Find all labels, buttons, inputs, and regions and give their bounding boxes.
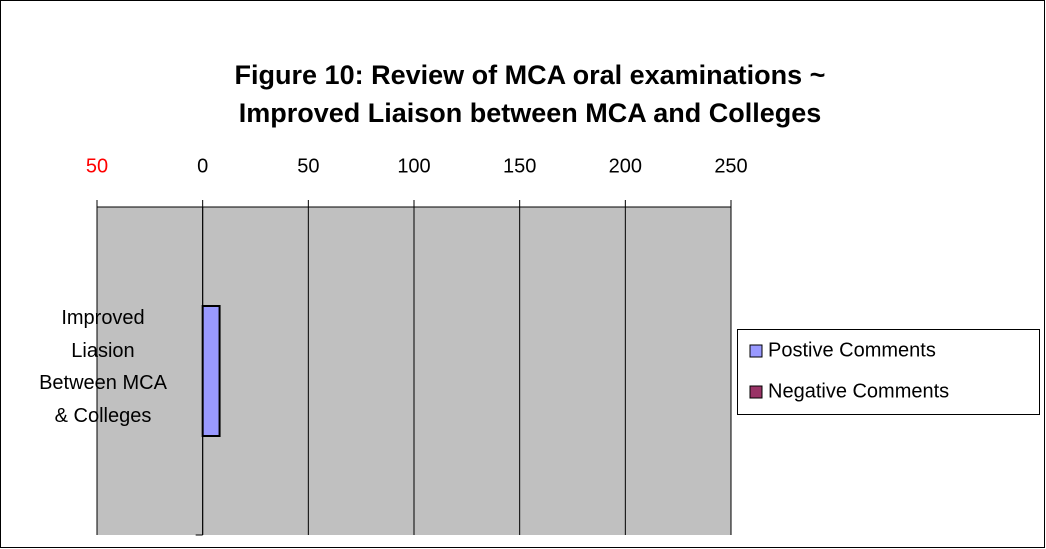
x-tick-label: 0: [197, 155, 208, 177]
legend-label: Postive Comments: [768, 339, 936, 361]
x-tick-label: 150: [503, 155, 536, 177]
legend-label: Negative Comments: [768, 380, 949, 402]
category-label: Improved Liasion Between MCA & Colleges: [39, 307, 167, 427]
x-tick-label: 50: [86, 155, 108, 177]
bar: [201, 305, 221, 437]
chart-title: Figure 10: Review of MCA oral examinatio…: [234, 60, 826, 128]
x-tick-label: 250: [714, 155, 747, 177]
x-tick-label: 200: [609, 155, 642, 177]
legend-box: [737, 329, 1040, 415]
legend-swatch: [749, 344, 763, 358]
x-tick-label: 100: [397, 155, 430, 177]
legend-swatch: [749, 385, 763, 399]
x-tick-label: 50: [297, 155, 319, 177]
